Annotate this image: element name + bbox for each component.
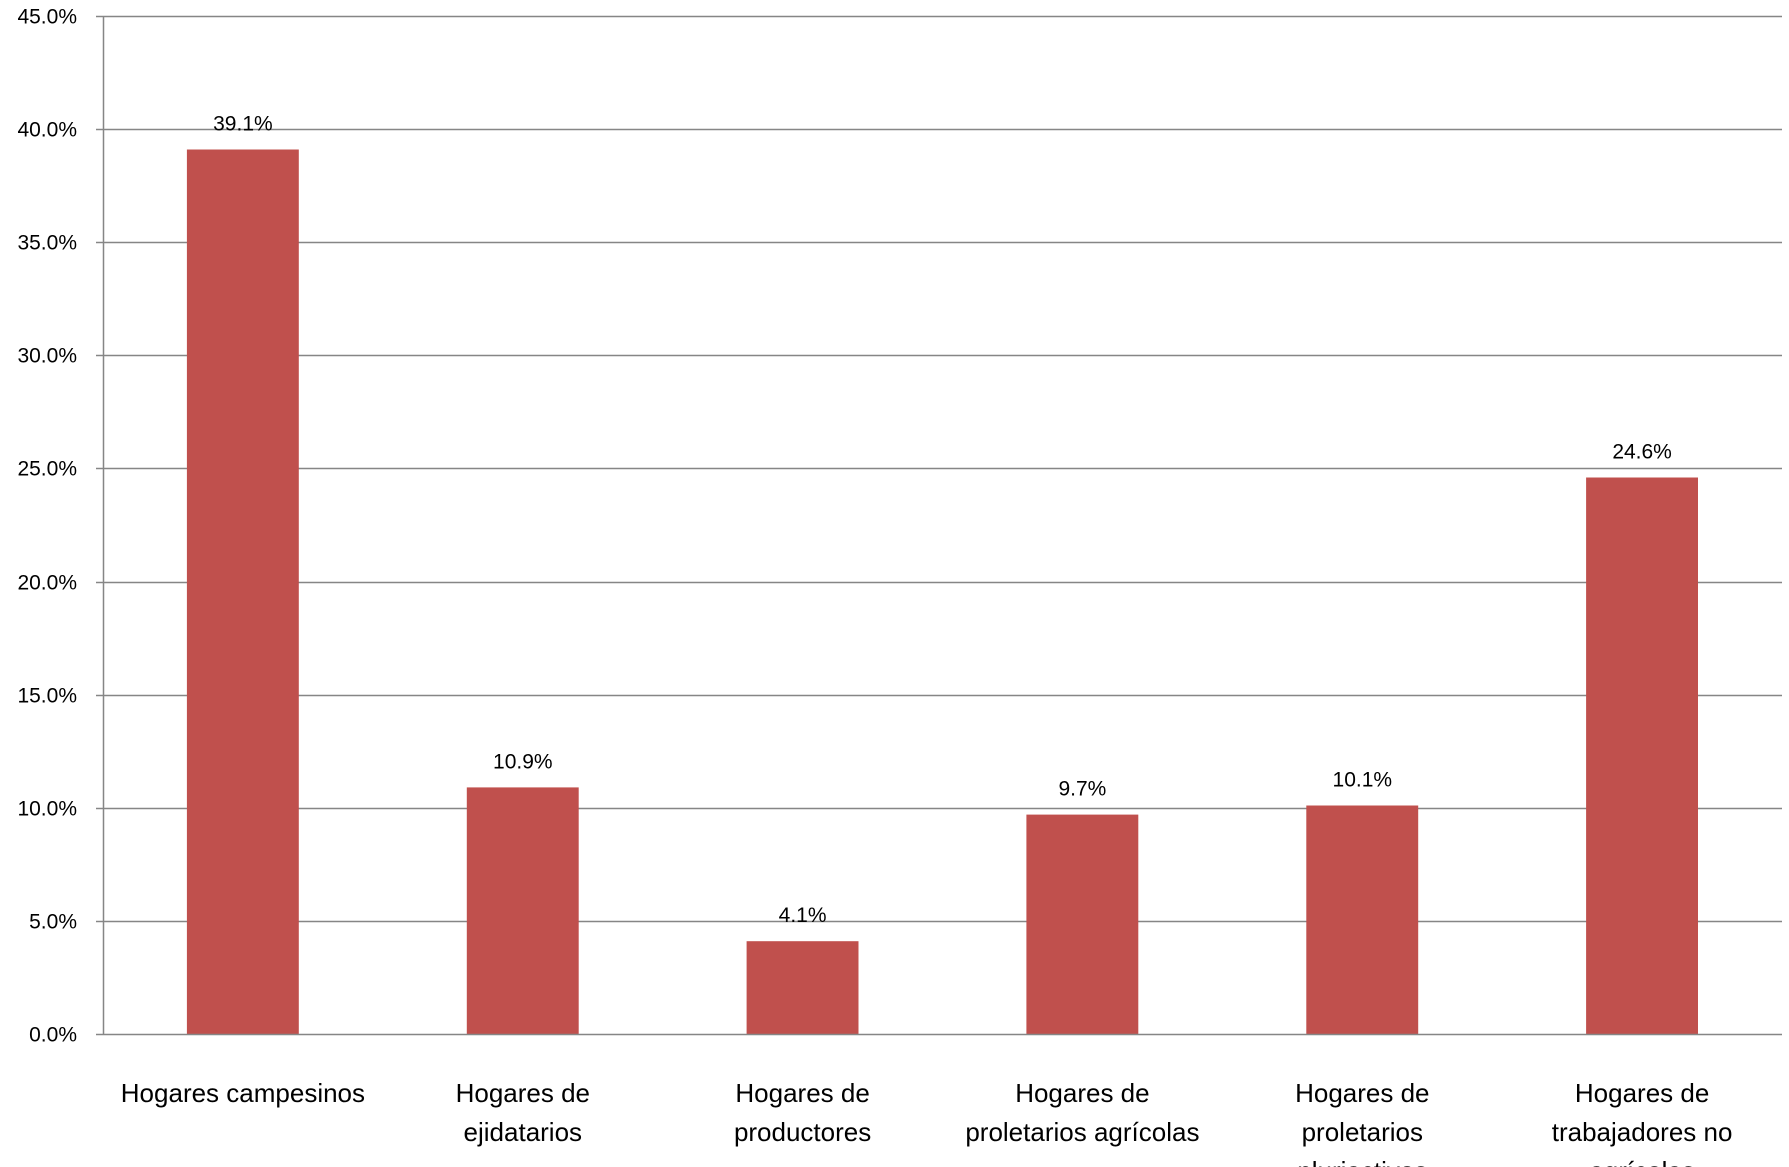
data-label: 10.1% [1333,769,1393,792]
data-label: 24.6% [1612,441,1672,464]
x-tick-label: Hogares de proletarios agrícolas [965,1078,1199,1147]
data-label: 39.1% [213,113,273,136]
y-tick-label: 15.0% [17,685,77,708]
labels: 0.0% 5.0% 10.0% 15.0% 20.0% 25.0% 30.0% 35.0% 40… [17,6,1732,1167]
data-label: 9.7% [1058,778,1106,801]
bar [186,149,299,1034]
y-tick-label: 40.0% [17,119,77,142]
y-tick-label: 20.0% [17,572,77,595]
bar [1586,477,1698,1034]
y-tick-label: 0.0% [29,1024,77,1047]
x-tick-label: Hogares de ejidatarios [456,1078,590,1147]
gridlines [103,15,1782,923]
x-tick-label: Hogares campesinos [121,1078,365,1108]
data-label: 10.9% [493,750,553,773]
y-tick-label: 35.0% [17,232,77,255]
bar [746,941,859,1034]
y-tick-label: 25.0% [17,458,77,481]
axes [96,15,1782,1036]
x-tick-label: Hogares deproletariospluriactivos [1295,1078,1429,1167]
y-tick-label: 30.0% [17,345,77,368]
y-tick-label: 5.0% [29,911,77,934]
x-tick-label: Hogares de productores [734,1078,871,1147]
bar [466,787,579,1034]
bar [1306,805,1419,1034]
bar [1026,814,1139,1034]
data-label: 4.1% [779,904,827,927]
y-tick-label: 45.0% [17,6,77,29]
y-tick-label: 10.0% [17,798,77,821]
bars [186,149,1698,1034]
